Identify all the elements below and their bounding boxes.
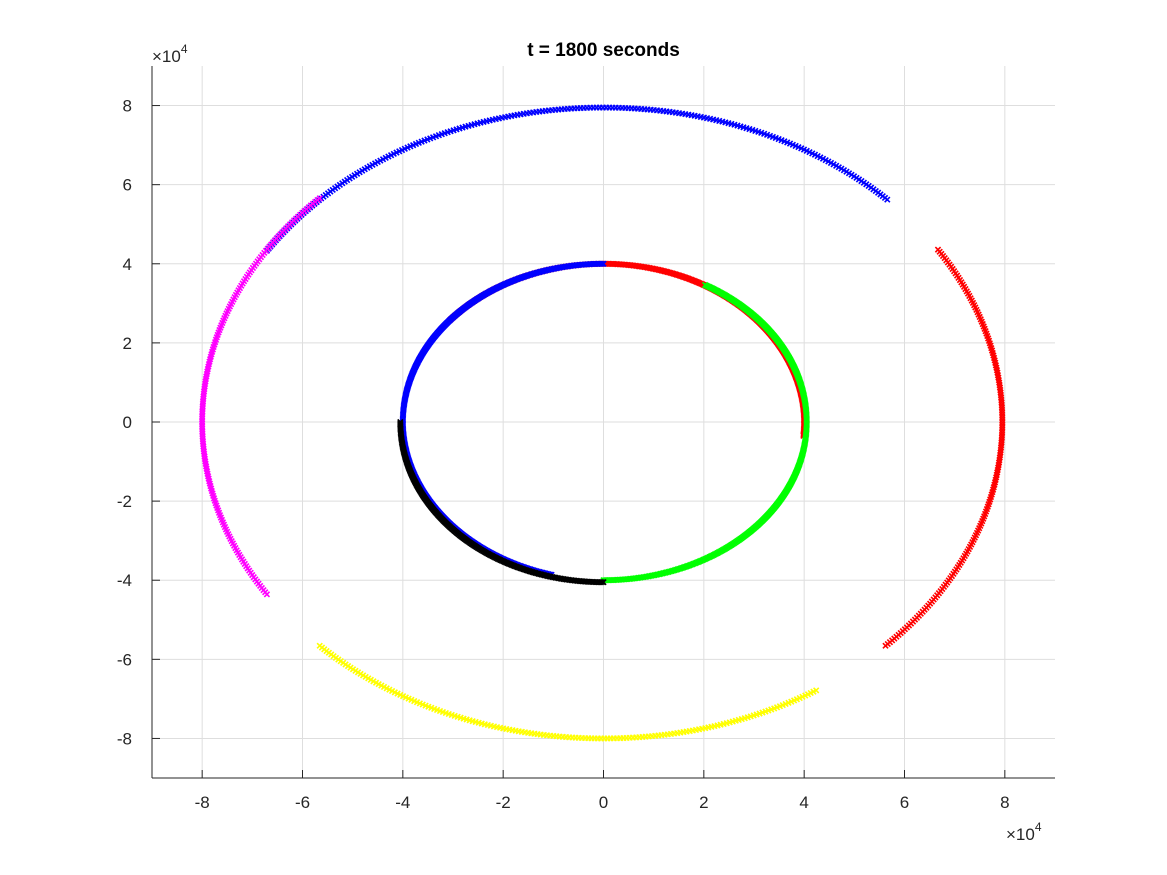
- y-tick-label: 2: [123, 334, 132, 353]
- y-tick-label: 8: [123, 97, 132, 116]
- x-tick-label: -6: [295, 793, 310, 812]
- tick-labels: -8 -6 -4 -2 0 2 4 6 8 -8 -6 -4 -2 0 2 4 6 8: [117, 97, 1010, 812]
- data-point: [813, 687, 820, 694]
- data-point: [600, 579, 607, 586]
- data-series-3: [199, 195, 323, 598]
- y-tick-label: -4: [117, 571, 132, 590]
- x-tick-label: -2: [496, 793, 511, 812]
- chart-title: t = 1800 seconds: [527, 40, 680, 61]
- x-tick-label: 8: [1000, 793, 1009, 812]
- y-tick-label: -8: [117, 729, 132, 748]
- data-point: [934, 246, 942, 253]
- data-series-layer: [199, 104, 1006, 742]
- x-tick-label: 2: [699, 793, 708, 812]
- data-point: [701, 281, 709, 289]
- data-series-2: [882, 246, 1006, 649]
- y-tick-label: -2: [117, 492, 132, 511]
- y-tick-label: 4: [123, 255, 132, 274]
- multiplier-exponent: 4: [1035, 820, 1042, 834]
- data-series-4: [316, 642, 820, 742]
- x-tick-label: -8: [195, 793, 210, 812]
- x-axis-multiplier: ×104: [1006, 820, 1042, 844]
- data-series-8: [397, 418, 607, 586]
- y-tick-label: 6: [123, 176, 132, 195]
- x-tick-label: 6: [900, 793, 909, 812]
- data-point: [598, 579, 606, 586]
- multiplier-base: ×10: [152, 47, 181, 66]
- multiplier-base: ×10: [1006, 825, 1035, 844]
- x-tick-label: -4: [395, 793, 410, 812]
- x-tick-label: 4: [799, 793, 808, 812]
- y-tick-label: 0: [123, 413, 132, 432]
- x-tick-label: 0: [599, 793, 608, 812]
- y-tick-label: -6: [117, 650, 132, 669]
- y-axis-multiplier: ×104: [152, 42, 188, 66]
- data-point: [263, 591, 271, 598]
- multiplier-exponent: 4: [181, 42, 188, 56]
- data-series-6: [600, 281, 810, 584]
- axes: [151, 66, 1055, 779]
